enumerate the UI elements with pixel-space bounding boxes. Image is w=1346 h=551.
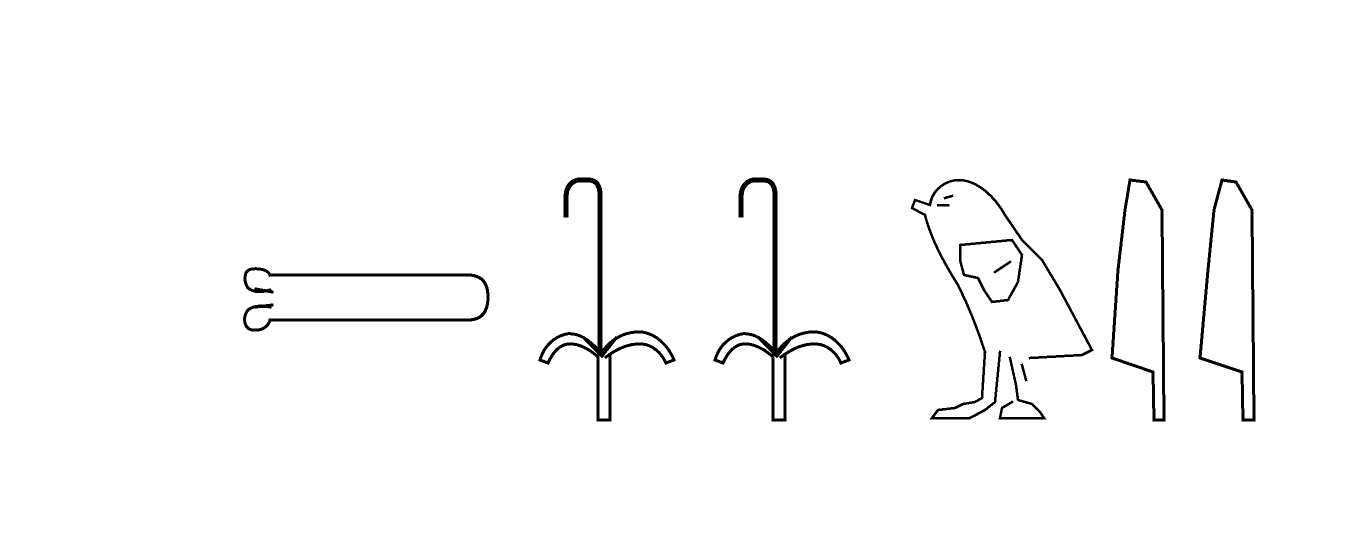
flowering-reed-crook-1-icon bbox=[538, 177, 676, 422]
falcon-hieroglyph-icon bbox=[910, 178, 1094, 420]
reed-leaf-1-icon bbox=[1110, 178, 1166, 422]
reed-leaf-2-icon bbox=[1198, 178, 1256, 422]
flowering-reed-crook-2-icon bbox=[713, 177, 851, 422]
phallus-hieroglyph-icon bbox=[243, 267, 490, 332]
